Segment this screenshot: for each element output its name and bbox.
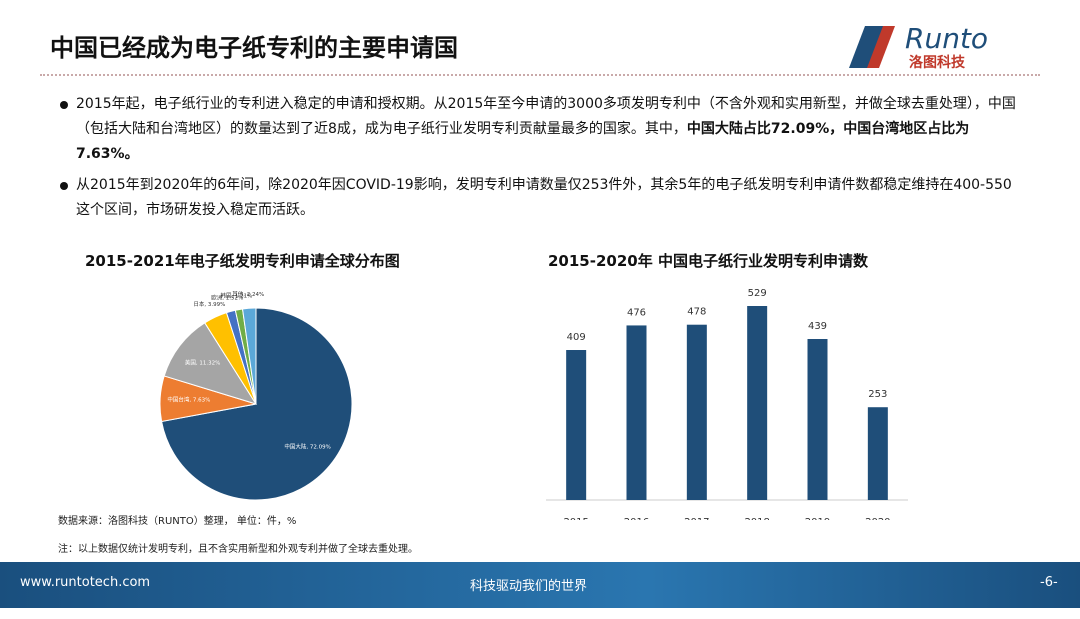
page-number: -6- <box>1040 575 1058 590</box>
x-tick-label: 2015 <box>563 517 588 520</box>
bar <box>807 339 828 500</box>
x-tick-label: 2016 <box>624 517 649 520</box>
charts: 中国大陆, 72.09% 中国台湾, 7.63% 美国, 11.32% 日本, 3.9… <box>159 288 908 520</box>
logo-text: Runto <box>905 22 988 55</box>
pie-slice <box>241 307 257 405</box>
bar-value-label: 253 <box>868 389 887 400</box>
pie-label: 韩国, 1.21% <box>220 291 252 299</box>
bar-value-label: 478 <box>687 307 706 318</box>
pie-label: 中国台湾, 7.63% <box>167 396 210 404</box>
footer-slogan: 科技驱动我们的世界 <box>470 579 588 594</box>
x-tick-label: 2018 <box>744 517 769 520</box>
source-note: 数据来源：洛图科技（RUNTO）整理， 单位：件，% <box>58 516 297 527</box>
bullet: 2015年起，电子纸行业的专利进入稳定的申请和授权期。从2015年至今申请的30… <box>58 92 1018 167</box>
footnote: 注：以上数据仅统计发明专利，且不含实用新型和外观专利并做了全球去重处理。 <box>58 544 418 555</box>
pie-label: 欧洲, 1.52% <box>211 293 243 301</box>
x-tick-label: 2017 <box>684 517 709 520</box>
x-tick-label: 2019 <box>805 517 830 520</box>
bar-title: 2015-2020年 中国电子纸行业发明专利申请数 <box>548 252 868 270</box>
pie-slice <box>161 307 353 501</box>
bar-value-label: 439 <box>808 321 827 332</box>
pie-label: 日本, 3.99% <box>193 300 225 308</box>
pie-slice <box>163 322 258 405</box>
logo: Runto 洛图科技 <box>849 22 988 71</box>
bullet-text: 2015年起，电子纸行业的专利进入稳定的申请和授权期。从2015年至今申请的30… <box>76 96 1016 137</box>
bullet-list: 2015年起，电子纸行业的专利进入稳定的申请和授权期。从2015年至今申请的30… <box>58 92 1018 229</box>
pie-label: 其他, 2.24% <box>232 290 264 298</box>
pie-label: 中国大陆, 72.09% <box>284 442 330 450</box>
slide-title: 中国已经成为电子纸专利的主要申请国 <box>50 34 458 62</box>
footer: www.runtotech.com 科技驱动我们的世界 -6- <box>0 562 1080 608</box>
bar <box>747 306 768 500</box>
bullet-text: 从2015年到2020年的6年间，除2020年因COVID-19影响，发明专利申… <box>76 177 1012 218</box>
logo-subtext: 洛图科技 <box>909 54 966 71</box>
bar-value-label: 476 <box>627 307 646 318</box>
bar-value-label: 529 <box>748 288 767 299</box>
divider <box>40 74 1040 76</box>
pie-label: 美国, 11.32% <box>185 359 220 367</box>
footer-url: www.runtotech.com <box>20 575 151 590</box>
pie-title: 2015-2021年电子纸发明专利申请全球分布图 <box>85 252 400 270</box>
bullet: 从2015年到2020年的6年间，除2020年因COVID-19影响，发明专利申… <box>58 173 1018 223</box>
bar <box>686 324 707 500</box>
bar <box>626 325 647 500</box>
x-tick-label: 2020 <box>865 517 890 520</box>
bar-value-label: 409 <box>567 332 586 343</box>
bar <box>566 350 587 500</box>
bullet-bold-text: 中国大陆占比72.09%，中国台湾地区占比为7.63%。 <box>76 121 970 162</box>
bar <box>867 407 888 500</box>
